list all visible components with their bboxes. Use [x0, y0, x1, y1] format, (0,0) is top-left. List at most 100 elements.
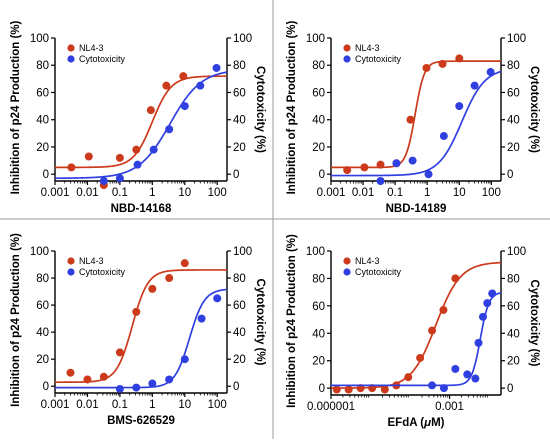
panel-2-x-axis-title: NBD-14189 — [386, 203, 447, 215]
panel-3-y-left-tick-label: 60 — [36, 300, 49, 312]
panel-4-fit-curve-nl43 — [331, 261, 502, 389]
panel-2-y-right-tick-label: 100 — [507, 33, 526, 45]
panel-2-data-point-nl43 — [422, 63, 431, 72]
panel-3-data-point-nl43 — [148, 284, 157, 293]
panel-1-data-point-nl43 — [179, 72, 188, 81]
panel-1-x-tick-label: 10 — [178, 187, 191, 199]
panel-1-y-left-tick-label: 60 — [36, 87, 49, 99]
panel-4-legend-marker-cyto — [343, 268, 351, 276]
panel-3-y-left-tick-label: 80 — [36, 273, 49, 285]
panel-2-y-left-tick-label: 0 — [319, 169, 325, 181]
panel-1-x-axis-title: NBD-14168 — [111, 203, 172, 215]
panel-2-data-point-cyto — [392, 159, 401, 168]
panel-3-data-point-nl43 — [132, 307, 141, 316]
panel-1-data-point-nl43 — [146, 106, 155, 115]
panel-3-x-tick-label: 1 — [149, 399, 155, 411]
panel-3-y-left-tick-label: 40 — [36, 327, 49, 339]
panel-2-x-tick-label: 0.01 — [352, 187, 374, 199]
panel-4-data-point-nl43 — [428, 326, 437, 335]
panel-2-y-left-tick-label: 60 — [312, 87, 325, 99]
panel-1-y-left-tick-label: 0 — [43, 169, 49, 181]
panel-3-fit-curve-cyto — [55, 288, 228, 389]
panel-4-y-left-axis-title: Inhibition of p24 Production (%) — [286, 234, 298, 408]
panel-3-data-point-cyto — [148, 379, 157, 388]
panel-2-data-point-cyto — [470, 81, 479, 90]
panel-4-data-point-cyto — [483, 299, 492, 308]
panel-4-data-point-nl43 — [416, 353, 425, 362]
panel-4-x-axis-title: EFdA (μM) — [388, 417, 445, 429]
panel-2-data-point-cyto — [408, 156, 417, 165]
panel-2-y-left-axis-title: Inhibition of p24 Production (%) — [286, 20, 298, 194]
panel-4-data-point-cyto — [428, 381, 437, 390]
panel-2-data-point-cyto — [455, 102, 464, 111]
panel-4-data-point-cyto — [488, 289, 497, 298]
panel-3-x-tick-label: 0.001 — [41, 399, 70, 411]
panel-2-y-left-tick-label: 20 — [312, 142, 325, 154]
panel-3-y-right-tick-label: 100 — [233, 246, 252, 258]
panel-2-legend-marker-cyto — [343, 55, 351, 63]
panel-2-y-right-tick-label: 80 — [507, 60, 520, 72]
panel-4-data-point-nl43 — [380, 385, 389, 394]
panel-1-legend-label-cyto: Cytotoxicity — [79, 54, 126, 64]
panel-2-data-point-nl43 — [360, 163, 369, 172]
panel-2-data-point-nl43 — [406, 115, 415, 124]
panel-4-y-left-tick-label: 100 — [306, 246, 325, 258]
panel-2-y-right-tick-label: 20 — [507, 142, 520, 154]
panel-1-x-tick-label: 100 — [208, 187, 227, 199]
panel-4-y-right-tick-label: 100 — [507, 246, 526, 258]
panel-2-x-tick-label: 10 — [453, 187, 466, 199]
panel-1-x-tick-label: 0.1 — [112, 187, 128, 199]
panel-4-y-right-tick-label: 60 — [507, 301, 520, 313]
panel-2-legend-label-cyto: Cytotoxicity — [355, 54, 402, 64]
panel-3-y-right-tick-label: 0 — [233, 381, 239, 393]
panel-2-data-point-cyto — [424, 170, 433, 179]
panel-1-x-tick-label: 1 — [149, 187, 155, 199]
panel-1-legend-label-nl43: NL4-3 — [79, 43, 104, 53]
panel-1-y-right-axis-title: Cytotoxicity (%) — [254, 66, 266, 153]
panel-1-y-left-tick-label: 20 — [36, 142, 49, 154]
panel-1-legend-marker-cyto — [67, 55, 75, 63]
panel-1-y-left-tick-label: 40 — [36, 115, 49, 127]
panel-1-x-tick-label: 0.01 — [76, 187, 98, 199]
panel-4-data-point-cyto — [451, 364, 460, 373]
panel-2-x-tick-label: 100 — [482, 187, 501, 199]
panel-1-data-point-cyto — [115, 174, 124, 183]
panel-2-y-left-tick-label: 100 — [306, 33, 325, 45]
panel-1-y-right-tick-label: 20 — [233, 142, 246, 154]
panel-2-x-tick-label: 1 — [424, 187, 430, 199]
panel-2-legend-marker-nl43 — [343, 44, 351, 52]
panel-2-y-right-tick-label: 40 — [507, 115, 520, 127]
panel-3-data-point-nl43 — [99, 372, 108, 381]
panel-3-legend-label-cyto: Cytotoxicity — [79, 267, 126, 277]
panel-1-y-right-tick-label: 80 — [233, 60, 246, 72]
panel-4-data-point-cyto — [471, 374, 480, 383]
panel-2-x-tick-label: 0.1 — [387, 187, 403, 199]
panel-2-fit-curve-cyto — [331, 70, 502, 177]
panel-2-data-point-cyto — [439, 132, 448, 141]
panel-4-legend-label-cyto: Cytotoxicity — [355, 267, 402, 277]
panel-2-data-point-cyto — [486, 68, 495, 77]
panel-1-y-right-tick-label: 40 — [233, 115, 246, 127]
panel-3-data-point-nl43 — [83, 375, 92, 384]
panel-4-y-right-tick-label: 20 — [507, 356, 520, 368]
panel-4-y-left-tick-label: 40 — [312, 328, 325, 340]
panel-3-x-tick-label: 10 — [178, 399, 191, 411]
panel-2-data-point-cyto — [376, 177, 385, 185]
panel-4-data-point-nl43 — [344, 385, 353, 394]
panel-3-data-point-cyto — [115, 384, 124, 393]
panel-1-data-point-cyto — [149, 145, 158, 154]
panel-1-data-point-cyto — [165, 125, 174, 134]
panel-3-y-right-axis-title: Cytotoxicity (%) — [254, 279, 266, 366]
panel-3-legend-marker-cyto — [67, 268, 75, 276]
panel-1-data-point-nl43 — [115, 153, 124, 162]
panel-4-data-point-cyto — [478, 312, 487, 321]
panel-2-data-point-nl43 — [455, 54, 464, 63]
panel-4-y-left-tick-label: 60 — [312, 301, 325, 313]
panel-4-y-right-tick-label: 0 — [507, 383, 513, 395]
panel-1-y-right-tick-label: 100 — [233, 33, 252, 45]
panel-4-legend-marker-nl43 — [343, 257, 351, 265]
panel-4-data-point-nl43 — [332, 385, 341, 394]
panel-2-y-right-tick-label: 60 — [507, 87, 520, 99]
panel-3-data-point-nl43 — [180, 259, 189, 268]
